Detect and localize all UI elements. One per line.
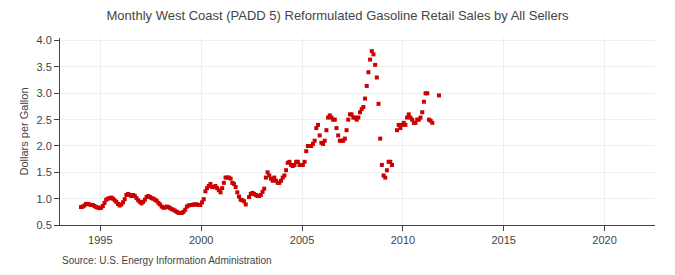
- svg-text:2.5: 2.5: [37, 114, 52, 126]
- svg-text:1995: 1995: [88, 234, 112, 246]
- svg-text:Source: U.S. Energy Informatio: Source: U.S. Energy Information Administ…: [62, 255, 272, 266]
- svg-text:Monthly West Coast (PADD 5) Re: Monthly West Coast (PADD 5) Reformulated…: [107, 8, 569, 23]
- svg-text:2005: 2005: [290, 234, 314, 246]
- svg-text:4.0: 4.0: [37, 34, 52, 46]
- svg-text:3.5: 3.5: [37, 61, 52, 73]
- svg-text:2.0: 2.0: [37, 140, 52, 152]
- svg-text:2020: 2020: [592, 234, 616, 246]
- svg-text:1.5: 1.5: [37, 166, 52, 178]
- svg-text:2010: 2010: [391, 234, 415, 246]
- svg-text:1.0: 1.0: [37, 193, 52, 205]
- svg-text:3.0: 3.0: [37, 87, 52, 99]
- svg-text:2015: 2015: [491, 234, 515, 246]
- svg-text:Dollars per Gallon: Dollars per Gallon: [18, 87, 30, 175]
- svg-text:2000: 2000: [189, 234, 213, 246]
- svg-text:0.5: 0.5: [37, 219, 52, 231]
